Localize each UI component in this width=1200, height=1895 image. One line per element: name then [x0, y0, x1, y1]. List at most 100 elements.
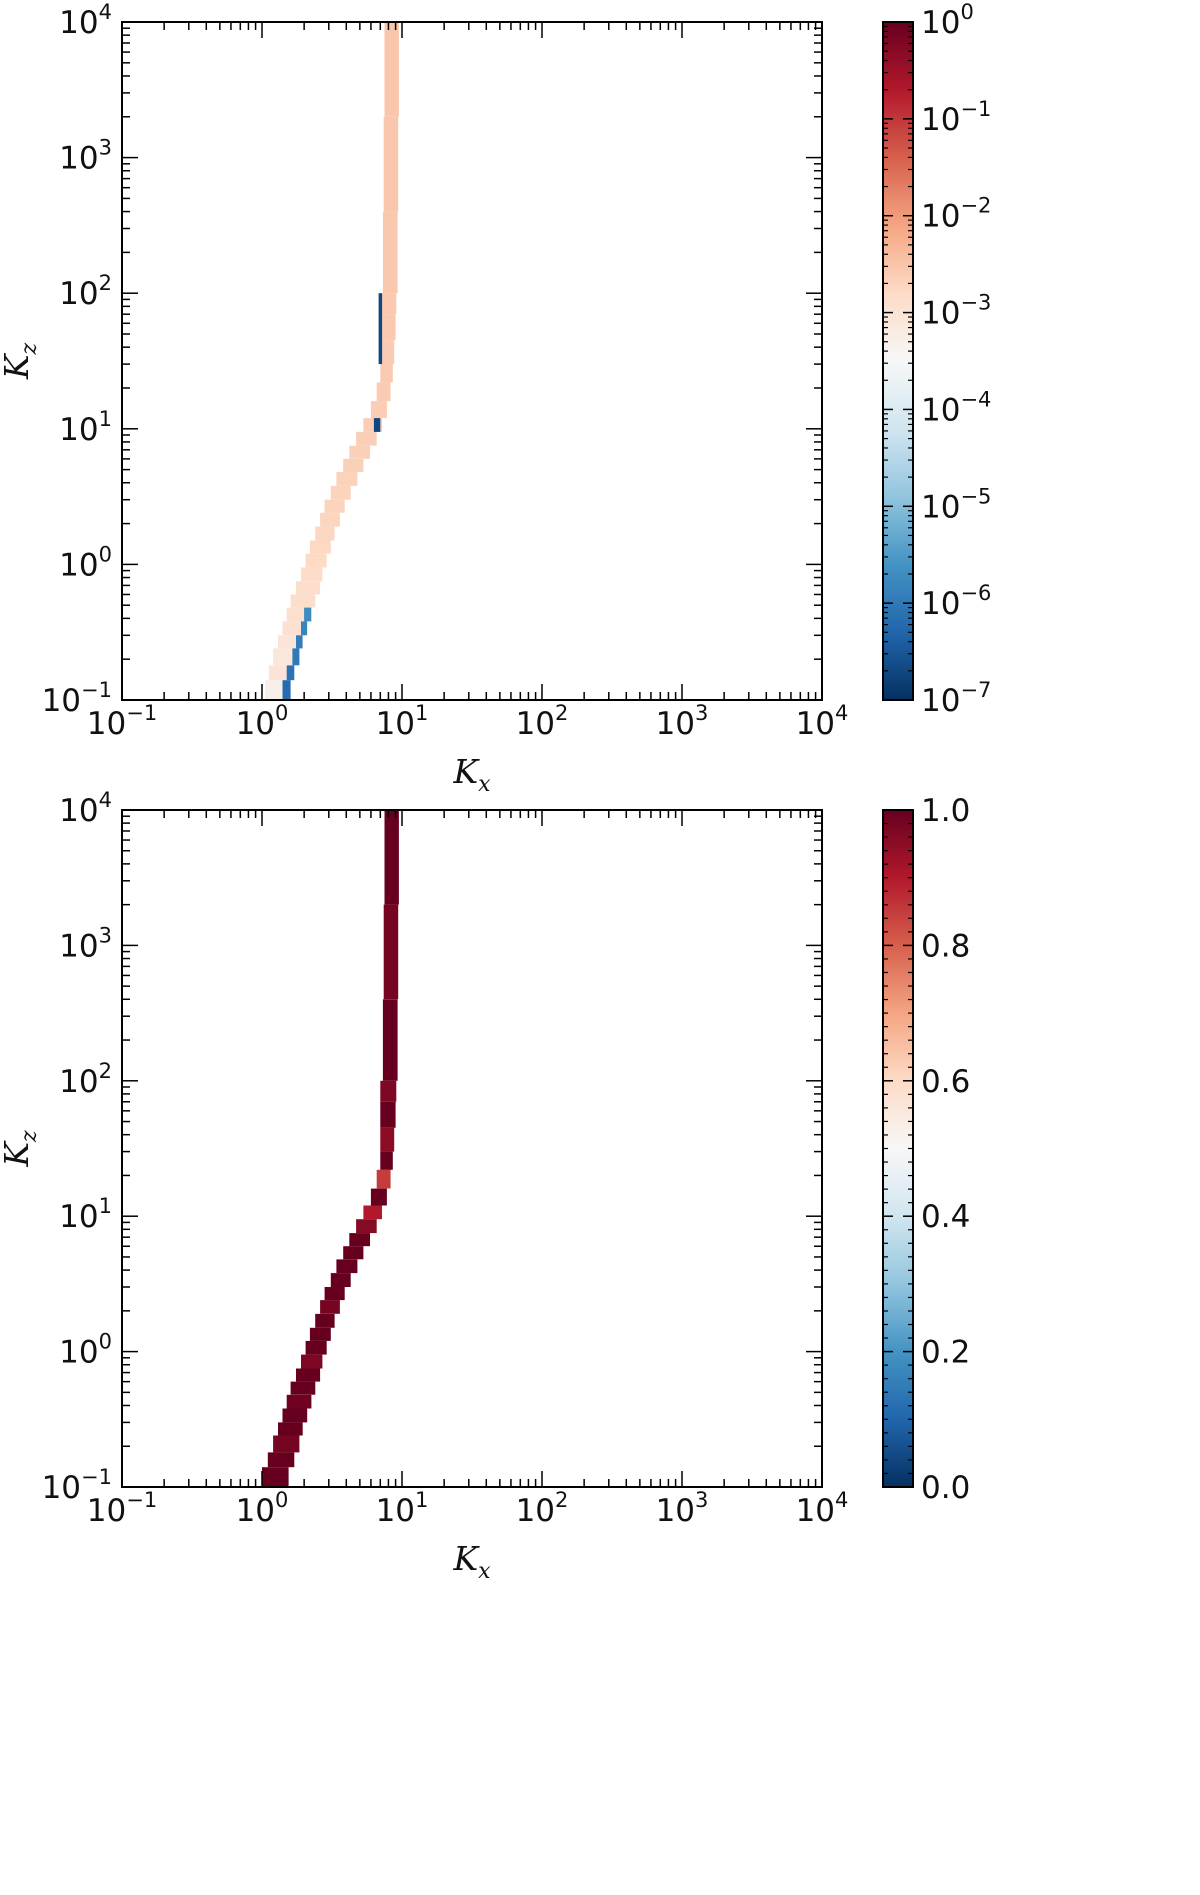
- heatmap-cell: [380, 1127, 395, 1152]
- colorbar-tick-label: 10−7: [921, 678, 991, 719]
- heatmap-cell: [343, 1246, 364, 1260]
- heatmap-cell: [265, 680, 287, 700]
- colorbar-tick-label: 100: [921, 0, 974, 41]
- heatmap-cell: [380, 340, 395, 365]
- x-tick-label: 104: [796, 701, 849, 742]
- heatmap-cell: [273, 1435, 300, 1453]
- heatmap-cell: [301, 621, 308, 636]
- y-tick-label: 104: [59, 788, 112, 829]
- heatmap-cell: [349, 1233, 370, 1247]
- heatmap-cell: [380, 314, 396, 341]
- x-tick-label: 103: [656, 701, 709, 742]
- heatmap-cell: [296, 635, 303, 649]
- heatmap-cell: [384, 22, 399, 117]
- x-tick-label: 100: [236, 701, 289, 742]
- x-tick-label: 104: [796, 1488, 849, 1529]
- colorbar-tick-label: 0.4: [921, 1199, 970, 1235]
- heatmap-cell: [383, 116, 399, 212]
- heatmap-cell: [336, 472, 358, 486]
- y-tick-label: 102: [59, 1059, 112, 1100]
- heatmap-cell: [349, 445, 370, 459]
- heatmap-cell: [286, 665, 295, 681]
- heatmap-cell: [370, 401, 387, 418]
- heatmap-cell: [380, 293, 397, 315]
- y-tick-label: 100: [59, 542, 112, 583]
- axis-ticks: [121, 21, 823, 701]
- heatmap-cell: [336, 1259, 358, 1274]
- y-axis-label: Kz: [0, 342, 42, 380]
- colorbar-tick-label: 10−2: [921, 194, 991, 235]
- heatmap-cell: [292, 648, 300, 666]
- y-tick-label: 101: [59, 1194, 112, 1235]
- heatmap-cell: [373, 418, 381, 432]
- colorbar-tick-label: 1.0: [921, 793, 970, 829]
- colorbar-tick-label: 0.6: [921, 1064, 970, 1100]
- x-tick-label: 101: [376, 701, 429, 742]
- heatmap-cell: [273, 648, 298, 666]
- y-tick-label: 104: [59, 0, 112, 41]
- heatmap-cells: [262, 810, 399, 1487]
- colorbar: 100 10−1 10−2 10−3 10−4 10−5 10−6 10−7: [882, 0, 991, 719]
- heatmap-cell: [315, 1313, 335, 1328]
- x-tick-label: 103: [656, 1488, 709, 1529]
- heatmap-cell: [305, 1340, 327, 1355]
- heatmap-cell: [382, 211, 398, 294]
- heatmap-panel-2: 10−1 100 101 102 103 104 10−1 100 101 102 103 104 Kx…: [0, 788, 970, 1584]
- heatmap-cell: [380, 1101, 396, 1128]
- heatmap-cell: [305, 553, 327, 568]
- y-tick-label: 10−1: [42, 678, 112, 719]
- heatmap-cell: [324, 1287, 345, 1301]
- heatmap-cell: [278, 635, 302, 649]
- colorbar-tick-label: 0.8: [921, 928, 970, 964]
- x-tick-label: 102: [516, 1488, 569, 1529]
- plot-frame: [121, 21, 823, 701]
- y-tick-label: 10−1: [42, 1465, 112, 1506]
- heatmap-cell: [356, 1219, 377, 1234]
- heatmap-cell: [304, 607, 312, 622]
- heatmap-cell: [370, 1188, 387, 1206]
- heatmap-cell: [343, 458, 364, 472]
- heatmap-cell: [384, 810, 399, 905]
- x-tick-label: 10−1: [87, 701, 157, 742]
- heatmap-cell: [282, 1408, 308, 1423]
- heatmap-cell: [380, 1080, 397, 1102]
- y-tick-label: 103: [59, 923, 112, 964]
- heatmap-cell: [356, 431, 377, 446]
- heatmap-cell: [309, 1327, 331, 1341]
- colorbar-tick-label: 10−5: [921, 484, 991, 525]
- heatmap-cell: [324, 499, 345, 513]
- colorbar-gradient: [882, 21, 914, 701]
- colorbar-tick-label: 10−3: [921, 291, 991, 332]
- colorbar-tick-label: 10−6: [921, 581, 991, 622]
- heatmap-cell: [309, 540, 331, 554]
- y-tick-label: 100: [59, 1330, 112, 1371]
- axis-ticks: [121, 809, 823, 1488]
- heatmap-cell: [286, 1394, 312, 1409]
- x-axis-label: Kx: [452, 1539, 491, 1584]
- colorbar-tick-label: 0.0: [921, 1470, 970, 1506]
- heatmap-cell: [296, 1368, 321, 1382]
- heatmap-cell: [380, 364, 393, 383]
- heatmap-cell: [383, 904, 399, 1000]
- colorbar-tick-label: 0.2: [921, 1335, 970, 1371]
- x-tick-label: 101: [376, 1488, 429, 1529]
- heatmap-cell: [262, 1467, 289, 1487]
- y-tick-label: 103: [59, 136, 112, 177]
- heatmap-cells: [265, 22, 399, 700]
- heatmap-cell: [301, 1354, 323, 1369]
- heatmap-cell: [376, 382, 391, 402]
- heatmap-cell: [320, 1300, 340, 1314]
- heatmap-cell: [296, 581, 321, 595]
- y-axis-label: Kz: [0, 1130, 42, 1168]
- heatmap-panel-1: 10−1 100 101 102 103 104 10−1 100 101 102 103 104 Kx…: [0, 0, 991, 797]
- heatmap-cell: [268, 665, 287, 681]
- heatmap-cell: [290, 1381, 316, 1395]
- heatmap-cell: [282, 680, 291, 700]
- heatmap-cell: [378, 293, 383, 365]
- heatmap-cell: [382, 999, 398, 1081]
- x-tick-label: 10−1: [87, 1488, 157, 1529]
- colorbar-tick-label: 10−4: [921, 387, 991, 428]
- y-tick-label: 102: [59, 271, 112, 312]
- y-tick-label: 101: [59, 407, 112, 448]
